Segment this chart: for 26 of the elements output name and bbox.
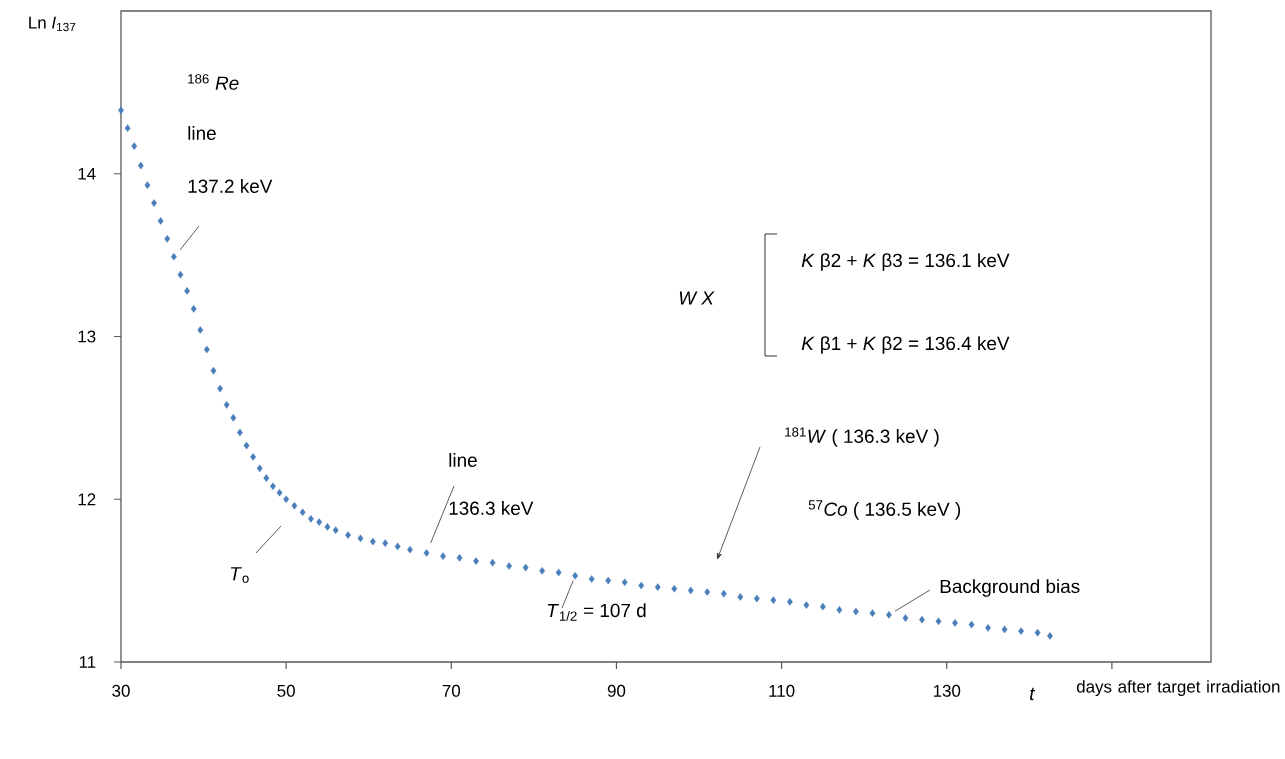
x-axis-title: days after target irradiation <box>1076 680 1280 696</box>
text: t <box>1030 687 1036 701</box>
y-tick-label: 11 <box>79 656 96 668</box>
annotation: 136.3 keV <box>449 501 534 515</box>
x-tick-label: 90 <box>607 684 626 697</box>
y-tick-label: 12 <box>78 493 96 506</box>
annotation: line <box>188 126 216 140</box>
y-tick-label: 14 <box>78 167 96 180</box>
x-tick-label: 30 <box>112 684 130 697</box>
x-tick-label: 70 <box>442 684 461 697</box>
annotation: Background bias <box>940 579 1080 597</box>
annotation: $^{57}$Co ( 136.5 keV ) <box>808 500 961 520</box>
annotation: line <box>449 453 477 467</box>
annotation: K β1 + K β2 = 136.4 keV <box>801 336 1010 354</box>
x-tick-label: 110 <box>769 684 795 697</box>
annotation: T$_{o}$ <box>230 567 249 583</box>
y-tick-label: 13 <box>78 330 96 343</box>
annotation: $^{186}$ Re <box>188 74 239 90</box>
annotation: W X <box>679 291 715 305</box>
annotation: 137.2 keV <box>188 179 273 193</box>
x-tick-label: 50 <box>277 684 295 697</box>
annotation: T$_{1/2}$ = 107 d <box>547 603 646 621</box>
annotation: K β2 + K β3 = 136.1 keV <box>801 253 1010 271</box>
y-axis-title: Ln I$_{137}$ <box>29 16 76 32</box>
annotation: $^{181}$W ( 136.3 keV ) <box>785 427 939 447</box>
x-tick-label: 130 <box>933 684 961 697</box>
